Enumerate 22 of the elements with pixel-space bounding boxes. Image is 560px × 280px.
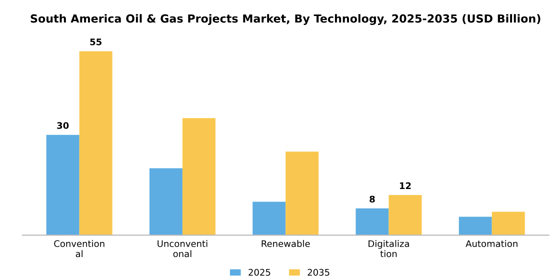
data-label: 8 [370,196,375,203]
bar [252,202,286,236]
bar [458,216,492,236]
bar [492,212,525,236]
chart-title: South America Oil & Gas Projects Market, By Technology, 2025-2035 (USD Billion) [30,14,540,25]
bar [286,152,319,236]
data-label: 55 [90,38,102,46]
bar [182,118,216,236]
x-tick-label: Automation [466,240,518,248]
bar [388,195,422,236]
data-label: 12 [400,182,411,190]
x-tick-label: Renewable [262,240,310,248]
bar [356,208,389,236]
x-tick-label: Digitaliza tion [368,240,409,258]
bar [46,134,80,236]
data-label: 30 [57,122,69,129]
bar [149,168,182,236]
legend-label: 2035 [308,268,330,276]
x-tick-label: Convention al [54,240,104,258]
x-tick-label: Unconventi onal [158,240,208,258]
bar [79,51,112,236]
legend-label: 2025 [248,268,270,276]
